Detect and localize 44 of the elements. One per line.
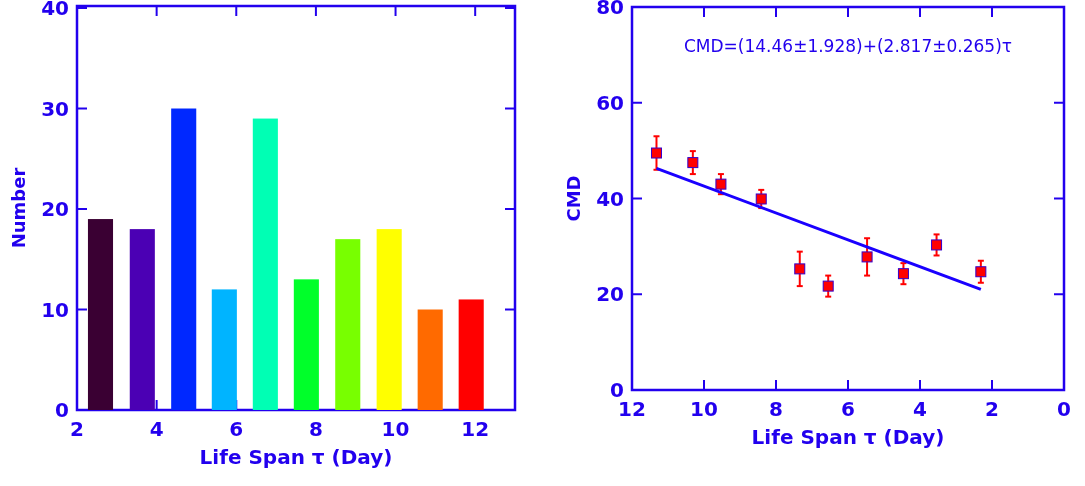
x-tick-label: 12	[461, 417, 490, 441]
bar	[211, 289, 237, 410]
y-tick-label: 60	[596, 90, 624, 115]
y-tick-label: 40	[596, 186, 624, 211]
x-axis-title: Life Span τ (Day)	[751, 425, 945, 449]
point	[897, 268, 909, 280]
y-tick-label: 30	[41, 96, 69, 121]
y-axis-title: CMD	[563, 175, 584, 222]
y-axis-title: Number	[8, 167, 29, 249]
y-tick-label: 10	[41, 297, 69, 322]
point	[755, 193, 767, 205]
bar	[335, 239, 361, 410]
x-tick-label: 2	[985, 397, 999, 421]
bar	[87, 219, 114, 410]
x-tick-label: 6	[229, 417, 244, 441]
x-tick-label: 10	[690, 397, 718, 421]
point	[794, 263, 806, 275]
bar	[293, 279, 319, 410]
x-tick-label: 0	[1057, 397, 1071, 421]
point	[715, 178, 727, 190]
x-tick-label: 8	[308, 417, 323, 441]
point	[861, 251, 873, 263]
bar	[458, 299, 484, 410]
y-tick-label: 40	[41, 0, 69, 21]
x-tick-label: 8	[769, 397, 783, 421]
x-tick-label: 10	[381, 417, 410, 441]
x-tick-label: 2	[70, 417, 84, 441]
bar	[417, 309, 443, 410]
bar	[171, 108, 197, 410]
point	[822, 280, 834, 292]
point	[687, 157, 699, 169]
bar	[129, 229, 155, 410]
bar	[376, 229, 402, 410]
y-tick-label: 20	[41, 197, 69, 221]
x-tick-label: 4	[913, 397, 927, 421]
y-tick-label: 20	[596, 282, 624, 307]
x-tick-label: 6	[841, 397, 855, 421]
point	[975, 266, 987, 278]
x-axis-title: Life Span τ (Day)	[199, 445, 393, 469]
x-tick-label: 4	[149, 417, 164, 441]
point	[650, 147, 662, 159]
bar	[252, 118, 278, 410]
point	[931, 239, 943, 251]
annotation: CMD=(14.46±1.928)+(2.817±0.265)τ	[683, 36, 1013, 56]
